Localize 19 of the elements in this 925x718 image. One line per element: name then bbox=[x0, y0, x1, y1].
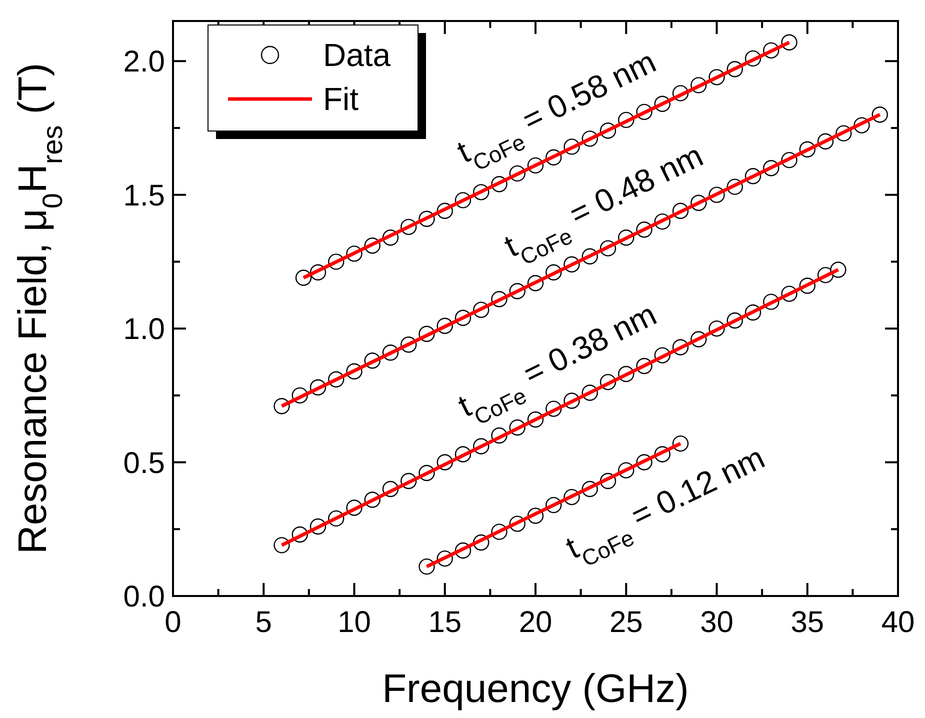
y-tick-label: 1.5 bbox=[123, 179, 165, 212]
annotation: t$_{CoFe}$ = 0.12 nm bbox=[560, 439, 770, 572]
x-tick-label: 40 bbox=[881, 606, 915, 639]
x-tick-label: 0 bbox=[164, 606, 182, 639]
y-tick-label: 0.0 bbox=[123, 580, 165, 614]
x-tick-label: 20 bbox=[518, 606, 552, 639]
x-tick-label: 25 bbox=[609, 606, 643, 639]
legend-label: Fit bbox=[323, 81, 359, 118]
x-tick-label: 5 bbox=[255, 606, 272, 639]
x-tick-label: 15 bbox=[428, 606, 462, 639]
y-tick-label: 2.0 bbox=[123, 46, 165, 79]
x-axis-title: Frequency (GHz) bbox=[382, 667, 689, 711]
y-tick-label: 1.0 bbox=[123, 313, 165, 346]
x-tick-label: 10 bbox=[338, 606, 371, 639]
y-tick-label: 0.5 bbox=[123, 446, 165, 480]
x-tick-label: 30 bbox=[700, 606, 734, 639]
legend-label: Data bbox=[323, 37, 391, 74]
x-tick-label: 35 bbox=[790, 606, 824, 639]
annotation: t$_{CoFe}$ = 0.38 nm bbox=[452, 296, 662, 430]
